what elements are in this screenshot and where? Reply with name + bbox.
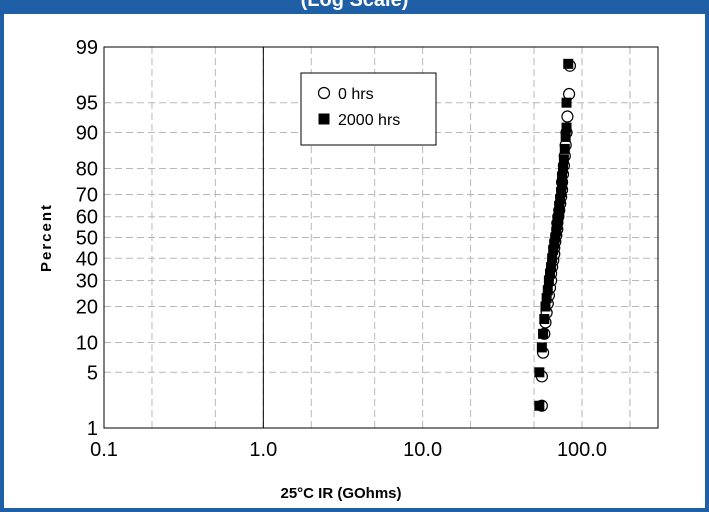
point-2000-hrs-12 <box>548 244 559 255</box>
x-tick-labels: 0.1 1.0 10.0 100.0 <box>90 439 607 461</box>
point-2000-hrs-29 <box>561 97 572 108</box>
point-2000-hrs-17 <box>553 213 564 224</box>
point-2000-hrs-24 <box>557 163 568 174</box>
point-2000-hrs-20 <box>555 194 566 205</box>
y-tick-label-90: 90 <box>76 122 98 144</box>
point-2000-hrs-16 <box>552 220 563 231</box>
y-tick-label-70: 70 <box>76 185 98 207</box>
chart-title-strip: (Log Scale) <box>0 0 709 14</box>
point-2000-hrs-8 <box>543 275 554 286</box>
legend-label-2000-hrs: 2000 hrs <box>338 112 400 129</box>
point-2000-hrs-23 <box>557 171 568 182</box>
point-2000-hrs-6 <box>541 293 552 304</box>
x-tick-label-10_0: 10.0 <box>403 439 442 461</box>
x-tick-label-0_1: 0.1 <box>90 439 118 461</box>
point-2000-hrs-22 <box>557 179 568 190</box>
point-0-hrs-30 <box>561 110 574 123</box>
chart-title-fragment: (Log Scale) <box>300 0 409 11</box>
y-tick-label-1: 1 <box>87 418 98 440</box>
y-tick-label-20: 20 <box>76 296 98 318</box>
point-2000-hrs-4 <box>539 314 550 325</box>
y-axis-title: Percent <box>38 203 55 272</box>
point-2000-hrs-14 <box>550 232 561 243</box>
point-2000-hrs-3 <box>538 328 549 339</box>
grid-lines <box>104 46 658 429</box>
legend: 0 hrs 2000 hrs <box>300 72 437 146</box>
point-2000-hrs-9 <box>545 268 556 279</box>
point-2000-hrs-15 <box>551 226 562 237</box>
chart-panel: 1 5 10 20 30 40 50 60 70 80 90 95 99 0.1 1.0 10.0 100.0… <box>4 14 705 508</box>
legend-marker-0-hrs <box>317 86 331 100</box>
y-tick-label-99: 99 <box>76 37 98 59</box>
point-2000-hrs-11 <box>547 253 558 264</box>
y-tick-label-40: 40 <box>76 248 98 270</box>
y-tick-label-5: 5 <box>87 362 98 384</box>
point-2000-hrs-25 <box>558 154 569 165</box>
point-2000-hrs-13 <box>549 238 560 249</box>
legend-label-0-hrs: 0 hrs <box>338 86 374 103</box>
x-axis-title: 25°C IR (GOhms) <box>280 485 401 502</box>
point-2000-hrs-30 <box>563 58 574 69</box>
y-tick-label-30: 30 <box>76 270 98 292</box>
point-2000-hrs-10 <box>546 261 557 272</box>
point-2000-hrs-27 <box>560 131 571 142</box>
point-2000-hrs-21 <box>556 187 567 198</box>
series-2000-hrs <box>534 58 574 411</box>
point-2000-hrs-18 <box>554 207 565 218</box>
point-2000-hrs-7 <box>542 285 553 296</box>
legend-marker-2000-hrs <box>318 113 330 125</box>
point-2000-hrs-5 <box>540 301 551 312</box>
point-2000-hrs-2 <box>536 342 547 353</box>
point-2000-hrs-1 <box>534 367 545 378</box>
y-tick-label-80: 80 <box>76 159 98 181</box>
y-tick-label-95: 95 <box>76 93 98 115</box>
legend-box <box>300 72 437 146</box>
point-2000-hrs-28 <box>561 122 572 133</box>
y-tick-label-60: 60 <box>76 207 98 229</box>
point-2000-hrs-0 <box>534 400 545 411</box>
y-tick-label-10: 10 <box>76 333 98 355</box>
plot-frame <box>103 46 659 429</box>
point-2000-hrs-19 <box>554 200 565 211</box>
x-tick-label-1_0: 1.0 <box>249 439 277 461</box>
point-2000-hrs-26 <box>559 143 570 154</box>
x-tick-label-100_0: 100.0 <box>557 439 607 461</box>
y-tick-label-50: 50 <box>76 228 98 250</box>
